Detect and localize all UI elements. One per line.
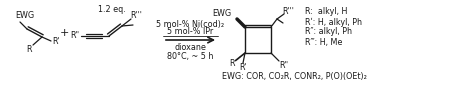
Text: R': R'	[239, 63, 247, 72]
Text: 5 mol-% IPr: 5 mol-% IPr	[167, 26, 214, 36]
Text: R": R"	[71, 31, 80, 40]
Text: 1.2 eq.: 1.2 eq.	[98, 5, 126, 14]
Text: R''': R'''	[282, 8, 294, 16]
Text: 80°C, ~ 5 h: 80°C, ~ 5 h	[167, 52, 214, 61]
Text: R″: alkyl, Ph: R″: alkyl, Ph	[305, 28, 352, 37]
Text: +: +	[59, 28, 69, 38]
Text: R: R	[229, 60, 235, 69]
Text: EWG: COR, CO₂R, CONR₂, P(O)(OEt)₂: EWG: COR, CO₂R, CONR₂, P(O)(OEt)₂	[222, 71, 367, 80]
Text: R:  alkyl, H: R: alkyl, H	[305, 8, 347, 16]
Text: EWG: EWG	[212, 8, 231, 17]
Text: R''': R'''	[130, 12, 142, 21]
Text: R‴: H, Me: R‴: H, Me	[305, 38, 342, 46]
Text: R: R	[26, 46, 32, 54]
Text: 5 mol-% Ni(cod)₂: 5 mol-% Ni(cod)₂	[156, 20, 225, 29]
Text: R": R"	[280, 61, 289, 69]
Text: R': R'	[52, 38, 60, 46]
Text: dioxane: dioxane	[174, 44, 207, 53]
Text: Rʹ: H, alkyl, Ph: Rʹ: H, alkyl, Ph	[305, 17, 362, 27]
Text: EWG: EWG	[15, 12, 34, 21]
